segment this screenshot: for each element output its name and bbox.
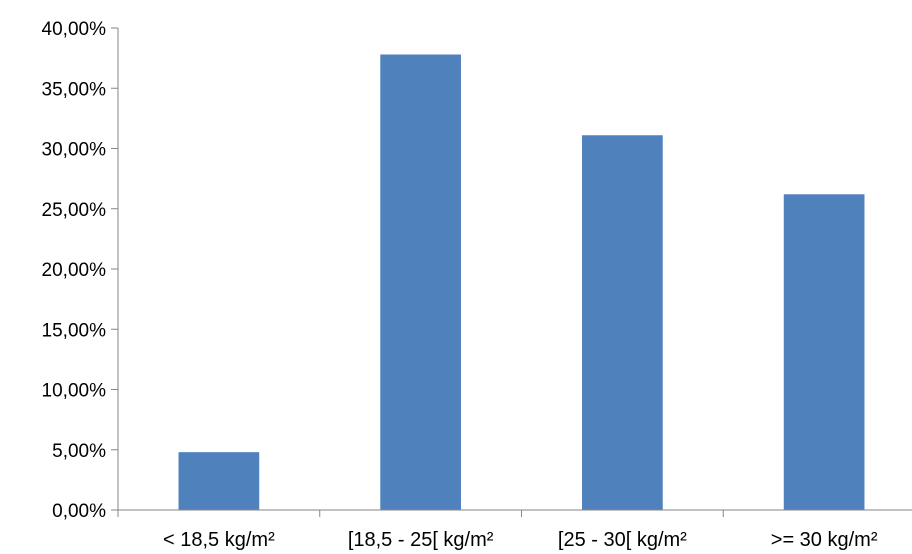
y-tick-label: 15,00%: [42, 320, 107, 341]
bar: [380, 54, 461, 510]
x-category-label: [18,5 - 25[ kg/m²: [348, 529, 494, 551]
bars: [178, 54, 865, 511]
y-tick-label: 5,00%: [52, 441, 106, 462]
y-tick-label: 25,00%: [42, 200, 107, 221]
x-category-label: < 18,5 kg/m²: [163, 529, 275, 551]
y-tick-label: 30,00%: [42, 140, 107, 161]
y-tick-label: 40,00%: [42, 19, 107, 40]
y-tick-label: 20,00%: [42, 260, 107, 281]
x-category-label: >= 30 kg/m²: [771, 529, 878, 551]
y-axis-ticks: 0,00% 5,00% 10,00% 15,00% 20,00% 25,00% 30,00%…: [42, 19, 118, 522]
bar: [178, 452, 260, 510]
y-tick-label: 0,00%: [52, 501, 106, 522]
bar: [783, 194, 865, 511]
bar: [582, 135, 663, 510]
y-tick-label: 10,00%: [42, 381, 107, 402]
y-tick-label: 35,00%: [42, 79, 107, 100]
x-axis-ticks: < 18,5 kg/m² [18,5 - 25[ kg/m² [25 - 30[ k…: [117, 510, 878, 551]
x-category-label: [25 - 30[ kg/m²: [558, 529, 687, 551]
